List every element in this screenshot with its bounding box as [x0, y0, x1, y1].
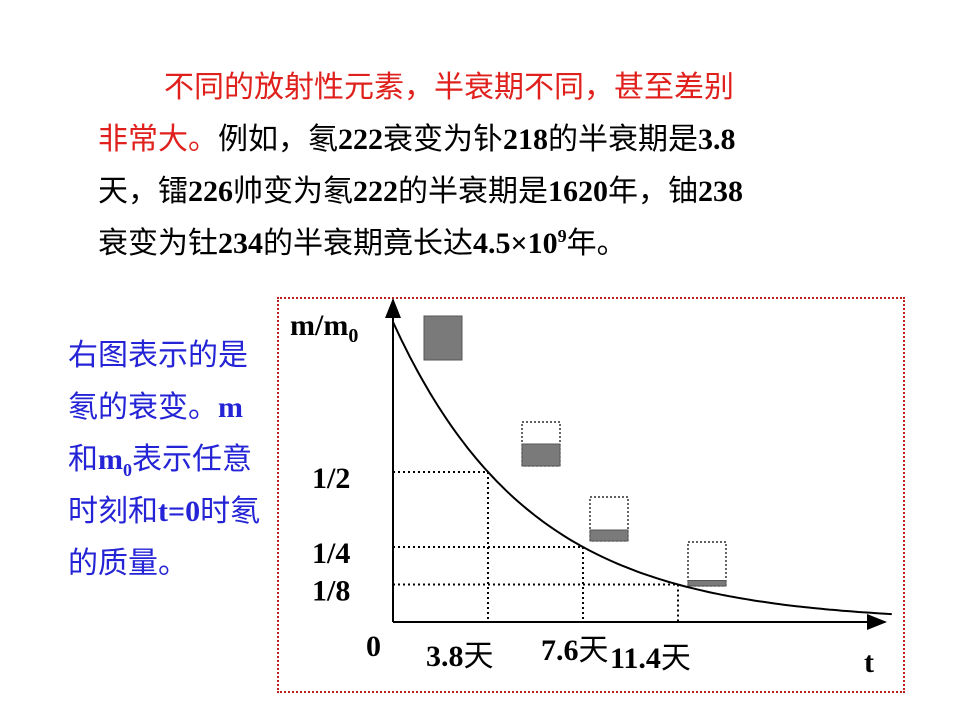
sample-box-outline — [687, 541, 727, 587]
text-seg-j: 年。 — [566, 226, 627, 261]
num-4-5: 4.5×10 — [473, 227, 558, 260]
text-seg-d: 天，镭 — [98, 174, 188, 209]
tick-labels: 1/2 1/4 1/8 3.8天 7.6天 11.4天 — [312, 462, 691, 676]
num-238: 238 — [698, 175, 743, 208]
intro-paragraph: 不同的放射性元素，半衰期不同，甚至差别 非常大。例如，氡222衰变为钋218的半… — [98, 62, 918, 270]
sample-boxes — [423, 315, 727, 587]
num-226: 226 — [188, 175, 233, 208]
text-seg-h: 衰变为钍 — [98, 226, 218, 261]
text-seg-g: 年，铀 — [608, 174, 698, 209]
side-m: m — [218, 391, 243, 424]
side-text-2: 表示任意时刻和 — [68, 442, 252, 529]
exponent-9: 9 — [557, 226, 567, 246]
y-axis-label: m/m0 — [290, 309, 358, 347]
side-text-1: 右图表示的是氡的衰变。 — [68, 338, 248, 425]
text-seg-c: 的半衰期是 — [548, 122, 698, 157]
num-234: 234 — [218, 227, 263, 260]
num-1620: 1620 — [548, 175, 608, 208]
y-tick-label: 1/2 — [312, 462, 350, 495]
side-text-3: 时氡的质量。 — [68, 494, 261, 581]
num-222b: 222 — [353, 175, 398, 208]
text-seg-a: 例如，氡 — [218, 122, 338, 157]
num-3-8: 3.8 — [698, 123, 736, 156]
text-seg-i: 的半衰期竟长达 — [263, 226, 473, 261]
decay-curve — [392, 321, 892, 616]
x-tick-label: 7.6天 — [541, 633, 609, 668]
y-tick-label: 1/4 — [312, 537, 350, 570]
side-m0-sub: 0 — [123, 460, 132, 480]
side-note: 右图表示的是氡的衰变。m和m0表示任意时刻和t=0时氡的质量。 — [68, 330, 268, 590]
x-axis-label: t — [864, 646, 874, 679]
side-he: 和 — [68, 442, 98, 477]
intro-red-line1: 不同的放射性元素，半衰期不同，甚至差别 — [164, 70, 734, 105]
num-222a: 222 — [338, 123, 383, 156]
sample-box-fill — [687, 580, 727, 587]
text-seg-f: 的半衰期是 — [398, 174, 548, 209]
sample-box-fill — [521, 443, 561, 467]
origin-label: 0 — [366, 630, 381, 663]
side-t0: t=0 — [158, 495, 201, 528]
sample-box-fill — [423, 315, 463, 361]
grid-layer — [393, 471, 679, 622]
side-m0: m — [98, 443, 123, 476]
text-seg-e: 帅变为氡 — [233, 174, 353, 209]
sample-box-fill — [589, 529, 629, 542]
intro-red-line2: 非常大。 — [98, 122, 218, 157]
x-tick-label: 3.8天 — [426, 639, 494, 674]
x-tick-label: 11.4天 — [610, 641, 691, 676]
chart-frame — [277, 297, 905, 693]
text-seg-b: 衰变为钋 — [383, 122, 503, 157]
num-218: 218 — [503, 123, 548, 156]
y-tick-label: 1/8 — [312, 575, 350, 608]
